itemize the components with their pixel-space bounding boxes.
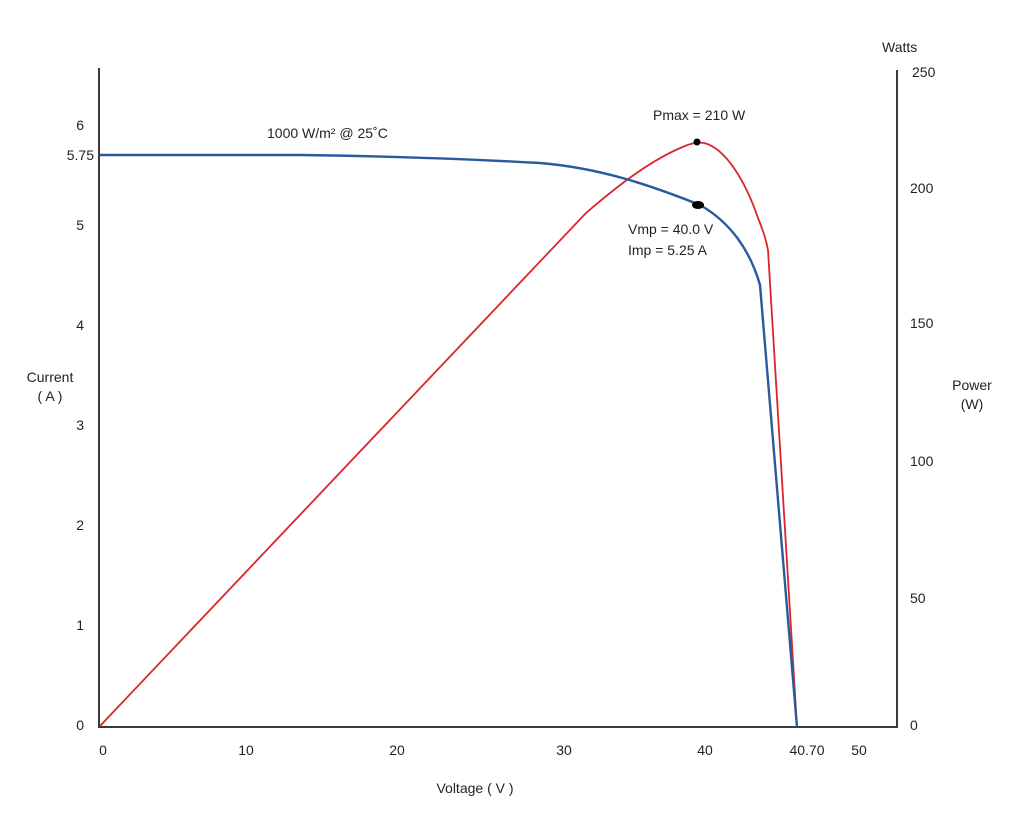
y-left-tick-6: 6 xyxy=(76,117,84,133)
pmax-marker xyxy=(693,138,701,146)
y-right-tick-0: 0 xyxy=(910,717,918,733)
y-right-title-line1: Power xyxy=(952,377,992,393)
y-right-tick-50: 50 xyxy=(910,590,926,606)
vmp-annotation: Vmp = 40.0 V xyxy=(628,221,714,237)
y-right-axis-title: Power (W) xyxy=(942,376,1002,414)
condition-label: 1000 W/m² @ 25˚C xyxy=(267,125,388,141)
y-left-tick-5: 5 xyxy=(76,217,84,233)
x-tick-0: 0 xyxy=(99,742,107,758)
y-left-title-line1: Current xyxy=(26,369,74,385)
y-right-tick-250: 250 xyxy=(912,64,936,80)
y-left-tick-3: 3 xyxy=(76,417,84,433)
power-curve xyxy=(99,141,798,728)
y-right-tick-100: 100 xyxy=(910,453,934,469)
mpp-marker xyxy=(692,201,704,209)
y-right-title-line2: (W) xyxy=(960,395,984,412)
y-left-tick-0: 0 xyxy=(76,717,84,733)
x-tick-20: 20 xyxy=(389,742,405,758)
y-left-tick-1: 1 xyxy=(76,617,84,633)
current-curve xyxy=(100,153,799,728)
x-tick-40-70: 40.70 xyxy=(789,742,825,758)
x-tick-40: 40 xyxy=(697,742,713,758)
y-left-axis-title: Current ( A ) xyxy=(20,368,80,406)
y-right-tick-200: 200 xyxy=(910,180,934,196)
y-left-tick-5-75: 5.75 xyxy=(66,147,94,163)
x-axis-title: Voltage ( V ) xyxy=(436,780,514,796)
x-tick-50: 50 xyxy=(851,742,867,758)
y-right-tick-150: 150 xyxy=(910,315,934,331)
x-tick-30: 30 xyxy=(556,742,572,758)
y-left-tick-4: 4 xyxy=(76,317,84,333)
x-tick-10: 10 xyxy=(238,742,254,758)
y-left-tick-2: 2 xyxy=(76,517,84,533)
imp-annotation: Imp = 5.25 A xyxy=(628,242,707,258)
pmax-annotation: Pmax = 210 W xyxy=(653,107,746,123)
y-left-title-line2: ( A ) xyxy=(37,387,63,404)
y-right-units-label: Watts xyxy=(882,39,918,55)
